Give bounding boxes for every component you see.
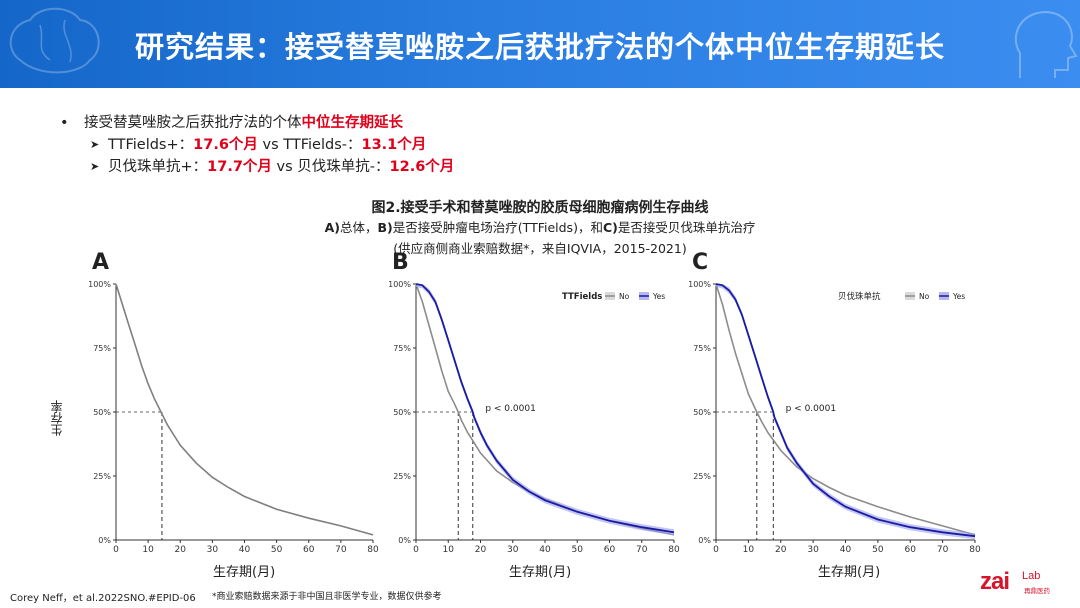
head-profile-icon	[1015, 10, 1078, 78]
sub-a-text: 总体，	[340, 220, 378, 235]
arrow-bullet-icon: ➤	[90, 138, 100, 151]
y-tick-label: 50%	[93, 408, 111, 417]
legend-label: No	[619, 292, 630, 301]
figure-title: 图2.接受手术和替莫唑胺的胶质母细胞瘤病例生存曲线	[371, 200, 709, 216]
sub-c-label: C)	[602, 220, 618, 235]
series-line-yes	[715, 283, 976, 538]
bullet-ttfields: ➤ TTFields+：17.6个月 vs TTFields-：13.1个月	[60, 134, 454, 156]
bev-mid: vs 贝伐珠单抗-：	[271, 159, 390, 175]
x-tick-label: 70	[937, 545, 949, 555]
ttf-mid: vs TTFields-：	[257, 137, 362, 153]
sub-a-label: A)	[324, 220, 341, 235]
y-tick-label: 0%	[398, 536, 411, 545]
x-tick-label: 50	[271, 545, 283, 555]
x-tick-label: 20	[175, 545, 187, 555]
y-tick-label: 25%	[93, 472, 111, 481]
y-tick-label: 100%	[388, 280, 411, 289]
x-tick-label: 0	[413, 545, 419, 555]
y-tick-label: 100%	[88, 280, 111, 289]
figure-source: (供应商侧商业索赔数据*，来自IQVIA，2015-2021)	[393, 241, 687, 256]
bullet-dot-icon: •	[60, 115, 69, 131]
arrow-bullet-icon: ➤	[90, 160, 100, 173]
bullet-main-text: 接受替莫唑胺之后获批疗法的个体	[84, 115, 302, 131]
panel-label-b: B	[392, 250, 409, 275]
data-disclaimer: *商业索赔数据来源于非中国且非医学专业，数据仅供参考	[212, 592, 442, 602]
x-axis-label-a: 生存期(月)	[213, 565, 276, 580]
x-tick-label: 50	[872, 545, 884, 555]
bev-minus-value: 12.6个月	[389, 159, 455, 175]
x-tick-label: 60	[905, 545, 917, 555]
x-tick-label: 30	[807, 545, 819, 555]
sub-b-text: 是否接受肿瘤电场治疗(TTFields)，和	[392, 220, 603, 235]
legend-title: TTFields	[562, 292, 602, 302]
x-tick-label: 10	[743, 545, 755, 555]
logo-zai-text: zai	[980, 568, 1010, 595]
legend-title: 贝伐珠单抗	[838, 291, 881, 302]
x-tick-label: 30	[207, 545, 219, 555]
y-tick-label: 50%	[693, 408, 711, 417]
bullet-bevacizumab: ➤ 贝伐珠单抗+：17.7个月 vs 贝伐珠单抗-：12.6个月	[60, 156, 454, 178]
bev-plus-value: 17.7个月	[207, 159, 272, 175]
y-tick-label: 75%	[93, 344, 111, 353]
ttf-minus-value: 13.1个月	[361, 137, 427, 153]
header-banner: 研究结果：接受替莫唑胺之后获批疗法的个体中位生存期延长	[0, 0, 1080, 88]
y-tick-label: 75%	[693, 344, 711, 353]
zai-lab-logo: zai Lab 再鼎医药	[980, 568, 1062, 598]
x-tick-label: 60	[604, 545, 616, 555]
x-tick-label: 10	[443, 545, 455, 555]
x-tick-label: 80	[969, 545, 981, 555]
x-tick-label: 80	[668, 545, 680, 555]
x-tick-label: 30	[507, 545, 519, 555]
x-tick-label: 70	[335, 545, 347, 555]
citation: Corey Neff，et al.2022SNO.#EPID-06	[10, 593, 196, 604]
legend-label: Yes	[652, 292, 665, 301]
bullet-main: • 接受替莫唑胺之后获批疗法的个体中位生存期延长	[60, 112, 454, 134]
series-confidence-band	[416, 284, 674, 536]
x-tick-label: 80	[367, 545, 379, 555]
y-tick-label: 100%	[688, 280, 711, 289]
p-value-annotation: p < 0.0001	[485, 404, 535, 414]
series-line-overall	[115, 283, 374, 536]
x-tick-label: 40	[840, 545, 852, 555]
x-tick-label: 0	[713, 545, 719, 555]
panel-label-c: C	[692, 250, 709, 275]
y-tick-label: 0%	[98, 536, 111, 545]
p-value-annotation: p < 0.0001	[786, 404, 836, 414]
y-tick-label: 25%	[693, 472, 711, 481]
x-tick-label: 50	[572, 545, 584, 555]
x-tick-label: 40	[239, 545, 251, 555]
x-tick-label: 10	[142, 545, 154, 555]
x-tick-label: 20	[475, 545, 487, 555]
x-tick-label: 0	[113, 545, 119, 555]
y-tick-label: 0%	[698, 536, 711, 545]
x-tick-label: 70	[636, 545, 648, 555]
x-tick-label: 40	[539, 545, 551, 555]
sub-c-text: 是否接受贝伐珠单抗治疗	[617, 220, 756, 235]
y-tick-label: 25%	[393, 472, 411, 481]
legend-label: Yes	[952, 292, 965, 301]
x-tick-label: 20	[775, 545, 787, 555]
brain-outline-icon	[9, 7, 100, 74]
series-line-no	[715, 283, 976, 536]
x-tick-label: 60	[303, 545, 315, 555]
series-line-yes	[415, 283, 675, 534]
ttf-prefix: TTFields+：	[108, 137, 194, 153]
x-axis-label-b: 生存期(月)	[509, 565, 572, 580]
page-title: 研究结果：接受替莫唑胺之后获批疗法的个体中位生存期延长	[134, 30, 945, 64]
logo-lab-text: Lab	[1022, 570, 1041, 582]
key-findings: • 接受替莫唑胺之后获批疗法的个体中位生存期延长 ➤ TTFields+：17.…	[60, 112, 454, 178]
figure-subtitle: A)总体，B)是否接受肿瘤电场治疗(TTFields)，和C)是否接受贝伐珠单抗…	[0, 217, 1080, 236]
y-tick-label: 75%	[393, 344, 411, 353]
logo-cn-text: 再鼎医药	[1024, 587, 1050, 595]
ttf-plus-value: 17.6个月	[193, 137, 258, 153]
x-axis-label-c: 生存期(月)	[818, 565, 881, 580]
sub-b-label: B)	[377, 220, 393, 235]
bullet-main-highlight: 中位生存期延长	[301, 115, 404, 131]
y-tick-label: 50%	[393, 408, 411, 417]
bev-prefix: 贝伐珠单抗+：	[108, 159, 208, 175]
panel-label-a: A	[92, 250, 110, 275]
legend-label: No	[919, 292, 930, 301]
